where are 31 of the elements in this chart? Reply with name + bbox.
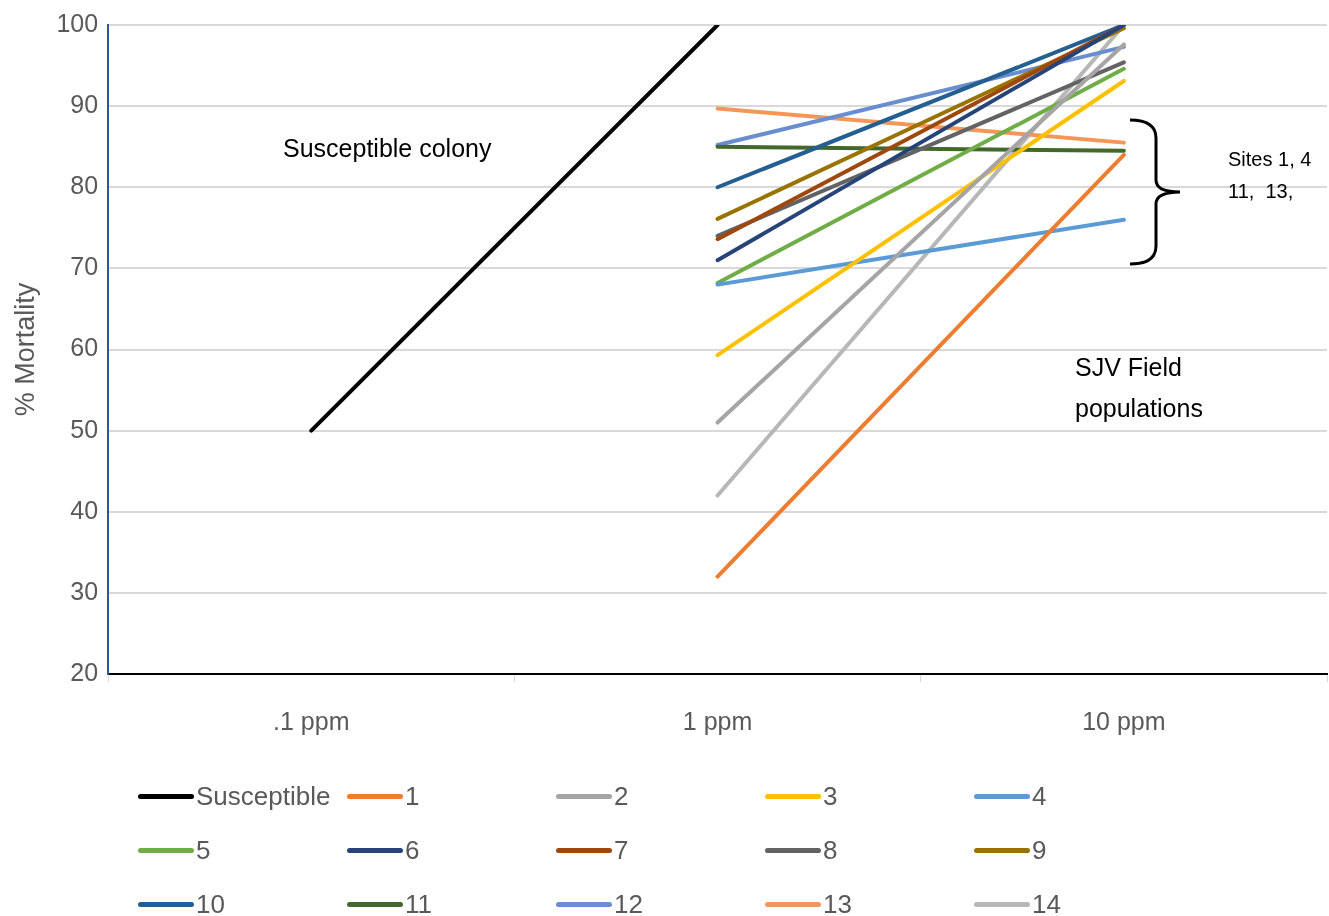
legend-label: Susceptible <box>196 780 331 812</box>
y-tick-label: 80 <box>70 171 99 200</box>
y-axis-title: % Mortality <box>9 282 40 417</box>
legend-label: 14 <box>1032 888 1061 916</box>
legend-label: 4 <box>1032 780 1047 812</box>
annotation: SJV Field populations <box>1075 352 1203 422</box>
legend-label: 9 <box>1032 834 1047 866</box>
y-tick-label: 70 <box>70 252 99 281</box>
legend-label: 6 <box>405 834 420 866</box>
y-tick-label: 90 <box>70 90 99 119</box>
y-tick-label: 60 <box>70 333 99 362</box>
y-tick-label: 20 <box>70 657 99 686</box>
annotation: Susceptible colony <box>283 133 492 162</box>
annotation: Sites 1, 4 11, 13, <box>1228 147 1312 202</box>
x-tick-label: .1 ppm <box>273 706 350 735</box>
legend-label: 1 <box>405 780 420 812</box>
y-tick-label: 50 <box>70 414 99 443</box>
x-tick-label: 1 ppm <box>682 706 753 735</box>
legend-label: 3 <box>823 780 838 812</box>
legend-label: 10 <box>196 888 225 916</box>
y-tick-label: 30 <box>70 576 99 605</box>
legend-label: 7 <box>614 834 629 866</box>
legend-label: 8 <box>823 834 838 866</box>
legend-label: 2 <box>614 780 629 812</box>
y-tick-label: 40 <box>70 495 99 524</box>
legend-label: 13 <box>823 888 852 916</box>
legend-label: 5 <box>196 834 211 866</box>
legend-label: 11 <box>405 888 432 916</box>
y-tick-label: 100 <box>56 8 99 37</box>
legend-label: 12 <box>614 888 643 916</box>
x-tick-label: 10 ppm <box>1082 706 1166 735</box>
